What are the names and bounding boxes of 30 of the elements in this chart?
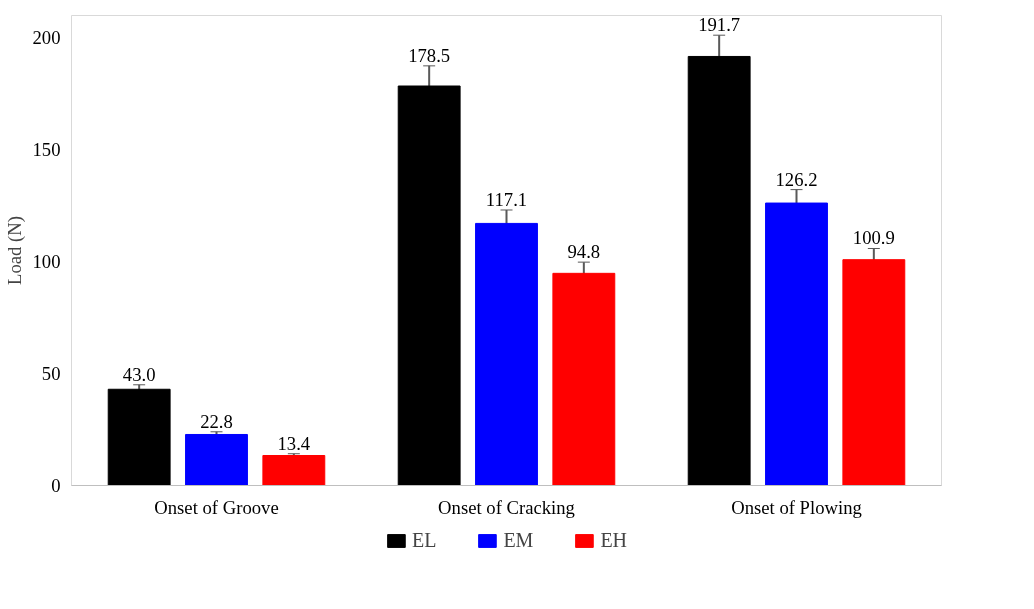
bar: [475, 222, 538, 486]
x-tick-label: Onset of Groove: [154, 496, 279, 518]
data-label: 43.0: [122, 363, 156, 385]
data-label: 100.9: [852, 227, 895, 249]
legend-label: EL: [411, 528, 437, 552]
y-tick-label: 0: [51, 475, 61, 496]
legend-label: EH: [600, 528, 628, 552]
bar: [185, 433, 248, 486]
x-tick-label: Onset of Plowing: [731, 496, 862, 518]
bar: [107, 388, 171, 486]
data-label: 13.4: [277, 432, 311, 454]
data-label: 94.8: [567, 241, 601, 263]
y-tick-label: 200: [32, 27, 61, 49]
data-label: 191.7: [698, 14, 741, 36]
bar: [765, 202, 828, 486]
bar: [262, 455, 326, 486]
y-tick-label: 50: [41, 363, 61, 385]
bar: [552, 272, 616, 486]
x-tick-label: Onset of Cracking: [438, 496, 575, 518]
data-label: 117.1: [485, 188, 528, 210]
data-label: 22.8: [200, 410, 233, 432]
data-label: 126.2: [775, 168, 818, 190]
legend-label: EM: [503, 528, 534, 552]
bar: [842, 259, 906, 486]
y-tick-label: 100: [32, 251, 61, 273]
y-axis-title: Load (N): [3, 216, 26, 285]
bar: [687, 55, 751, 486]
bar: [397, 85, 461, 486]
data-label: 178.5: [408, 44, 451, 66]
y-tick-label: 150: [32, 139, 61, 161]
